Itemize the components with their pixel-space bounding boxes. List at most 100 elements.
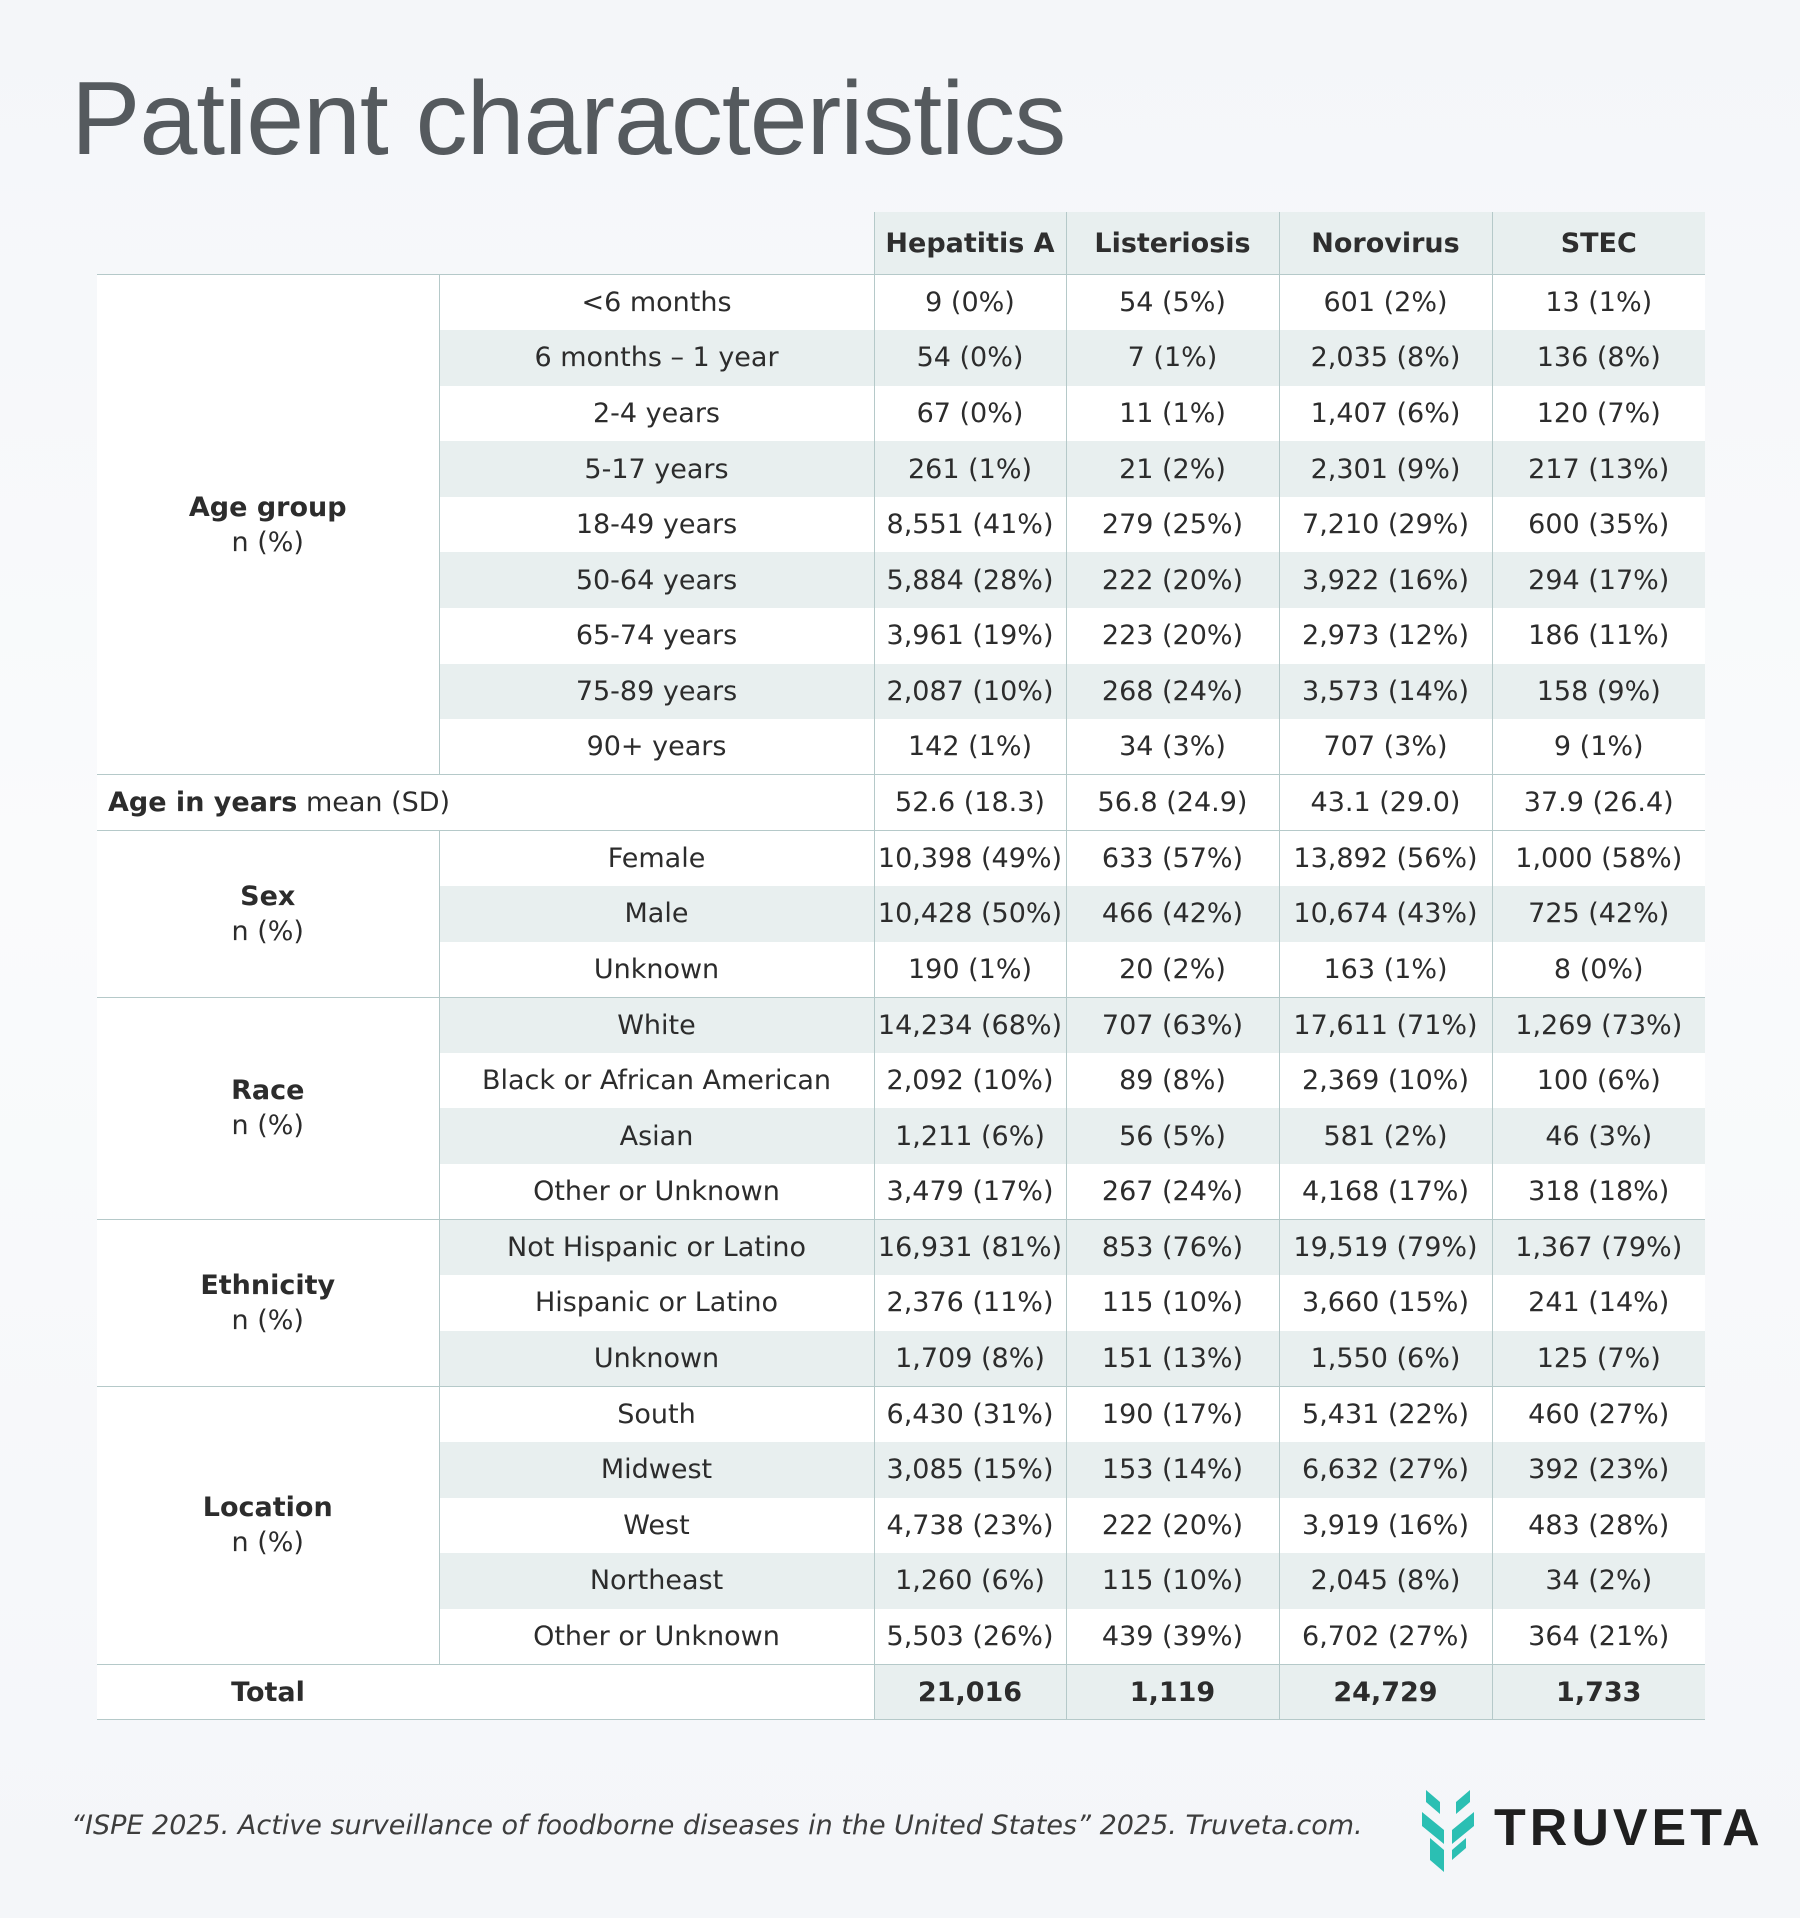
column-header-hepatitis-a: Hepatitis A — [873, 212, 1066, 275]
cell-stec: 364 (21%) — [1491, 1608, 1705, 1665]
row-label: Unknown — [438, 941, 874, 998]
cell-norovirus: 19,519 (79%) — [1278, 1219, 1492, 1276]
cell-listeriosis: 11 (1%) — [1065, 385, 1279, 442]
row-label: Midwest — [438, 1441, 874, 1498]
row-label: Black or African American — [438, 1052, 874, 1109]
truveta-chevron-logo-icon — [1422, 1790, 1474, 1872]
row-label: Northeast — [438, 1553, 874, 1609]
cell-hepatitis-a: 54 (0%) — [873, 330, 1066, 386]
group-unit: n (%) — [231, 915, 304, 947]
cell-listeriosis: 853 (76%) — [1065, 1219, 1279, 1276]
row-label: Asian — [438, 1108, 874, 1164]
age-group-label: Age group n (%) — [97, 273, 439, 775]
table-row: Other or Unknown 3,479 (17%) 267 (24%) 4,16… — [97, 1164, 1705, 1220]
logo-chevron-shape — [1452, 1812, 1474, 1844]
age-mean-unit: mean (SD) — [305, 787, 451, 819]
cell-listeriosis: 222 (20%) — [1065, 552, 1279, 609]
cell-stec: 136 (8%) — [1491, 330, 1705, 386]
table-row: Unknown 190 (1%) 20 (2%) 163 (1%) 8 (0%) — [97, 941, 1705, 998]
cell-stec: 125 (7%) — [1491, 1330, 1705, 1387]
cell-norovirus: 163 (1%) — [1278, 941, 1492, 998]
cell-norovirus: 10,674 (43%) — [1278, 886, 1492, 942]
total-row: Total 21,016 1,119 24,729 1,733 — [97, 1663, 1705, 1721]
row-label: Other or Unknown — [438, 1164, 874, 1220]
group-name: Race — [231, 1075, 305, 1107]
table-row: Age group n (%) <6 months 9 (0%) 54 (5%) 601 … — [97, 273, 1705, 775]
cell-stec: 34 (2%) — [1491, 1553, 1705, 1609]
group-name: Ethnicity — [200, 1269, 336, 1301]
row-label: Unknown — [438, 1330, 874, 1387]
column-header-listeriosis: Listeriosis — [1065, 212, 1279, 275]
cell-listeriosis: 89 (8%) — [1065, 1052, 1279, 1109]
logo-chevron-shape — [1452, 1838, 1466, 1860]
cell-hepatitis-a: 1,709 (8%) — [873, 1330, 1066, 1387]
cell-hepatitis-a: 1,211 (6%) — [873, 1108, 1066, 1164]
cell-listeriosis: 56.8 (24.9) — [1065, 774, 1279, 831]
table-row: Location n (%) South 6,430 (31%) 190 (17%) 5,… — [97, 1385, 1705, 1665]
cell-hepatitis-a: 21,016 — [873, 1663, 1066, 1721]
table-row: West 4,738 (23%) 222 (20%) 3,919 (16%) 483 (… — [97, 1497, 1705, 1554]
group-unit: n (%) — [231, 526, 304, 558]
table-row: 65-74 years 3,961 (19%) 223 (20%) 2,973 (12… — [97, 608, 1705, 664]
cell-hepatitis-a: 4,738 (23%) — [873, 1497, 1066, 1554]
table-row: Hispanic or Latino 2,376 (11%) 115 (10%) 3,… — [97, 1275, 1705, 1331]
table-row: Midwest 3,085 (15%) 153 (14%) 6,632 (27%) 39… — [97, 1441, 1705, 1498]
table-row: 18-49 years 8,551 (41%) 279 (25%) 7,210 (29… — [97, 496, 1705, 553]
row-label: West — [438, 1497, 874, 1554]
page-title: Patient characteristics — [71, 61, 1066, 177]
group-unit: n (%) — [231, 1527, 304, 1559]
cell-listeriosis: 1,119 — [1065, 1663, 1279, 1721]
table-row: 5-17 years 261 (1%) 21 (2%) 2,301 (9%) 217 (… — [97, 441, 1705, 497]
group-name: Age group — [188, 491, 347, 523]
cell-stec: 158 (9%) — [1491, 663, 1705, 720]
cell-stec: 600 (35%) — [1491, 496, 1705, 553]
table-row: 75-89 years 2,087 (10%) 268 (24%) 3,573 (14… — [97, 663, 1705, 720]
cell-hepatitis-a: 2,376 (11%) — [873, 1275, 1066, 1331]
cell-norovirus: 6,702 (27%) — [1278, 1608, 1492, 1665]
race-group-label: Race n (%) — [97, 996, 439, 1220]
row-label: 5-17 years — [438, 441, 874, 497]
cell-norovirus: 2,035 (8%) — [1278, 330, 1492, 386]
table-row: 2-4 years 67 (0%) 11 (1%) 1,407 (6%) 120 (7%… — [97, 385, 1705, 442]
table-row: Sex n (%) Female 10,398 (49%) 633 (57%) 13,89… — [97, 829, 1705, 998]
row-label: Male — [438, 886, 874, 942]
cell-hepatitis-a: 190 (1%) — [873, 941, 1066, 998]
cell-hepatitis-a: 142 (1%) — [873, 719, 1066, 775]
cell-stec: 1,000 (58%) — [1491, 829, 1705, 887]
cell-stec: 460 (27%) — [1491, 1385, 1705, 1442]
cell-norovirus: 6,632 (27%) — [1278, 1441, 1492, 1498]
cell-norovirus: 17,611 (71%) — [1278, 996, 1492, 1053]
cell-listeriosis: 707 (63%) — [1065, 996, 1279, 1053]
cell-hepatitis-a: 16,931 (81%) — [873, 1219, 1066, 1276]
cell-stec: 241 (14%) — [1491, 1275, 1705, 1331]
logo-chevron-shape — [1430, 1838, 1444, 1872]
logo-chevron-shape — [1422, 1812, 1444, 1844]
cell-hepatitis-a: 9 (0%) — [873, 274, 1066, 331]
cell-listeriosis: 115 (10%) — [1065, 1553, 1279, 1609]
row-label: 50-64 years — [438, 552, 874, 609]
cell-stec: 1,269 (73%) — [1491, 996, 1705, 1053]
cell-listeriosis: 34 (3%) — [1065, 719, 1279, 775]
table-row: Other or Unknown 5,503 (26%) 439 (39%) 6,70… — [97, 1608, 1705, 1665]
logo-chevron-shape — [1426, 1790, 1440, 1814]
cell-stec: 37.9 (26.4) — [1491, 774, 1705, 831]
cell-hepatitis-a: 2,087 (10%) — [873, 663, 1066, 720]
cell-hepatitis-a: 5,884 (28%) — [873, 552, 1066, 609]
row-label: 75-89 years — [438, 663, 874, 720]
group-name: Location — [202, 1492, 333, 1524]
cell-listeriosis: 56 (5%) — [1065, 1108, 1279, 1164]
cell-norovirus: 3,660 (15%) — [1278, 1275, 1492, 1331]
group-unit: n (%) — [231, 1304, 304, 1336]
cell-norovirus: 2,369 (10%) — [1278, 1052, 1492, 1109]
cell-norovirus: 13,892 (56%) — [1278, 829, 1492, 887]
location-group-label: Location n (%) — [97, 1385, 439, 1665]
group-name: Sex — [240, 880, 296, 912]
cell-norovirus: 2,301 (9%) — [1278, 441, 1492, 497]
cell-stec: 392 (23%) — [1491, 1441, 1705, 1498]
table-row: Asian 1,211 (6%) 56 (5%) 581 (2%) 46 (3%) — [97, 1108, 1705, 1164]
total-label: Total — [97, 1663, 439, 1721]
column-header-norovirus: Norovirus — [1278, 212, 1492, 275]
header-blank — [97, 212, 439, 275]
cell-listeriosis: 115 (10%) — [1065, 1275, 1279, 1331]
cell-stec: 9 (1%) — [1491, 719, 1705, 775]
